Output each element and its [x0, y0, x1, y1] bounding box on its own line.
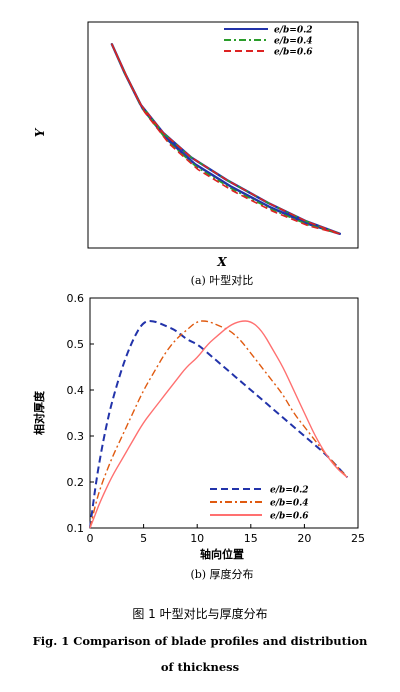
figure-caption-en-2: of thickness	[161, 660, 239, 674]
panel-b-ticks: 0 5 10 15 20 25 0.1 0.2 0.3 0.4 0.5 0.6	[67, 292, 366, 545]
panel-b-subtitle: (b) 厚度分布	[190, 567, 253, 581]
panel-b-ylabel: 相对厚度	[32, 390, 46, 435]
thickness-line-e-b-0-2	[89, 319, 349, 529]
panel-a-ylabel: Y	[33, 127, 47, 137]
panel-b: 0 5 10 15 20 250.10.20.30.40.50.6 e/b=0.2e/b=…	[32, 292, 365, 581]
x-tick-label: 25	[351, 532, 365, 545]
x-tick-label: 10	[190, 532, 204, 545]
panel-a-xlabel: X	[216, 255, 227, 269]
legend-label: e/b=0.2	[270, 486, 309, 496]
y-tick-label: 0.3	[67, 430, 85, 443]
legend-label: e/b=0.6	[274, 48, 313, 58]
panel-a-subtitle: (a) 叶型对比	[191, 273, 254, 287]
panel-a: e/b=0.2e/b=0.4e/b=0.6 Y X (a) 叶型对比	[33, 21, 359, 287]
panel-a-legend: e/b=0.2e/b=0.4e/b=0.6	[224, 26, 313, 58]
blade-profile-e-b-0-2	[110, 43, 341, 235]
figure-caption-cn: 图 1 叶型对比与厚度分布	[132, 606, 267, 621]
panel-b-curves	[89, 319, 349, 529]
x-tick-label: 20	[297, 532, 311, 545]
panel-b-xlabel: 轴向位置	[200, 547, 244, 561]
panel-a-frame	[87, 21, 359, 249]
x-tick-label: 15	[244, 532, 258, 545]
panel-b-legend: e/b=0.2 e/b=0.4 e/b=0.6	[210, 486, 309, 522]
y-tick-label: 0.4	[67, 384, 85, 397]
figure-caption-en-1: Fig. 1 Comparison of blade profiles and …	[33, 634, 368, 648]
legend-label: e/b=0.6	[270, 512, 309, 522]
legend-label: e/b=0.4	[270, 499, 309, 509]
y-tick-label: 0.5	[67, 338, 85, 351]
thickness-line-e-b-0-4	[89, 320, 348, 529]
panel-a-curves	[110, 43, 341, 235]
panel-b-frame	[89, 297, 359, 529]
blade-profile-e-b-0-6	[111, 43, 341, 235]
x-tick-label: 0	[87, 532, 94, 545]
y-tick-label: 0.6	[67, 292, 85, 305]
legend-label: e/b=0.4	[274, 37, 313, 47]
thickness-line-e-b-0-6	[89, 320, 348, 529]
y-tick-label: 0.2	[67, 476, 85, 489]
x-tick-label: 5	[140, 532, 147, 545]
legend-label: e/b=0.2	[274, 26, 313, 36]
y-tick-label: 0.1	[67, 522, 85, 535]
blade-profile-e-b-0-4	[111, 43, 341, 235]
